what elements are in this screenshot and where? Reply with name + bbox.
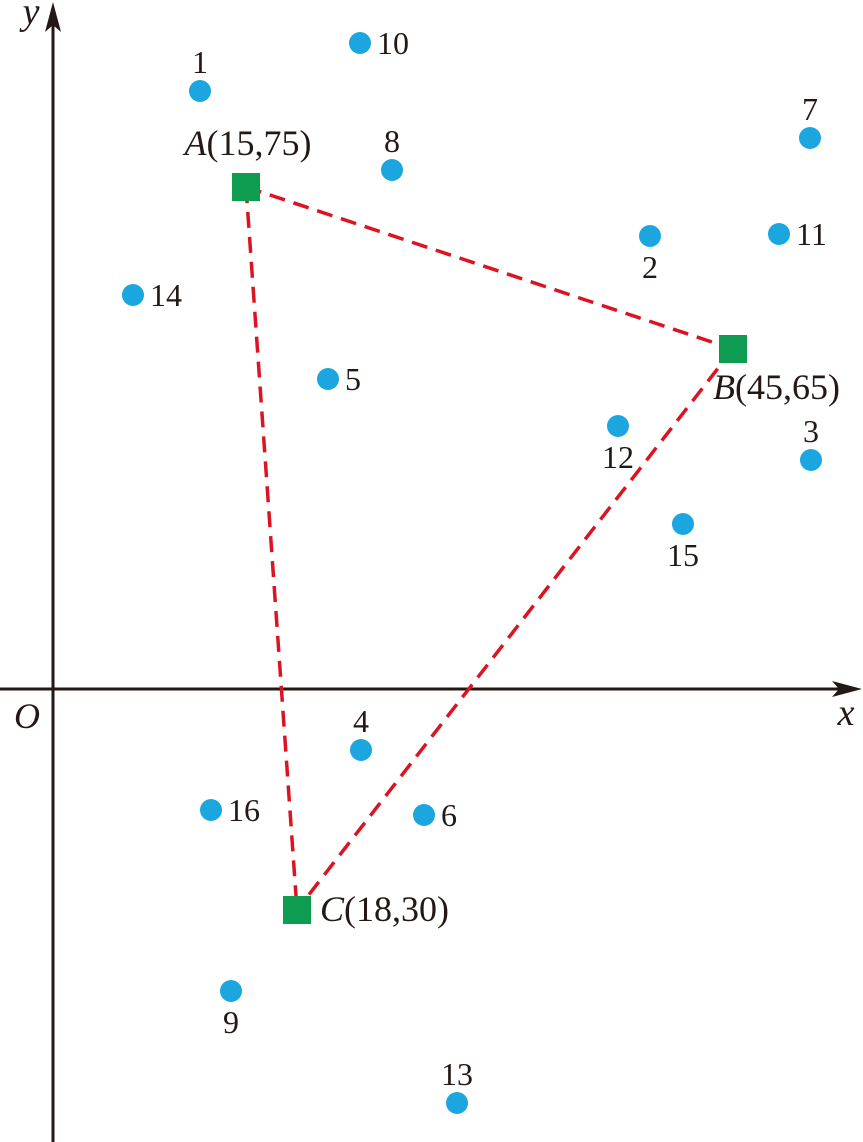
vertex-coords-A: (15,75)	[207, 123, 312, 163]
data-point-7	[799, 127, 821, 149]
data-point-label-13: 13	[441, 1056, 473, 1092]
data-point-9	[220, 980, 242, 1002]
y-axis-arrowhead-icon	[45, 2, 61, 32]
y-axis-label: y	[19, 0, 40, 33]
data-point-label-3: 3	[803, 413, 819, 449]
data-point-8	[381, 159, 403, 181]
data-point-label-9: 9	[223, 1004, 239, 1040]
origin-label: O	[14, 696, 40, 736]
data-point-label-10: 10	[377, 25, 409, 61]
data-point-14	[122, 284, 144, 306]
data-point-6	[413, 804, 435, 826]
data-point-10	[349, 32, 371, 54]
data-point-label-8: 8	[384, 123, 400, 159]
data-point-4	[350, 739, 372, 761]
vertex-coords-C: (18,30)	[344, 889, 449, 929]
data-point-label-6: 6	[441, 797, 457, 833]
vertex-label-B: B(45,65)	[713, 367, 840, 407]
data-point-12	[607, 415, 629, 437]
data-point-13	[446, 1092, 468, 1114]
vertex-A	[232, 173, 260, 201]
data-point-label-14: 14	[150, 277, 182, 313]
data-point-16	[200, 799, 222, 821]
data-point-label-5: 5	[345, 361, 361, 397]
data-point-label-1: 1	[192, 44, 208, 80]
data-point-label-15: 15	[667, 537, 699, 573]
vertex-letter-B: B	[713, 367, 735, 407]
data-point-label-11: 11	[796, 216, 827, 252]
data-point-1	[189, 80, 211, 102]
vertex-label-C: C(18,30)	[320, 889, 449, 929]
vertex-label-A: A(15,75)	[183, 123, 312, 163]
vertex-B	[719, 335, 747, 363]
data-point-15	[672, 513, 694, 535]
data-point-3	[800, 449, 822, 471]
x-axis-arrowhead-icon	[832, 681, 862, 697]
data-point-label-4: 4	[353, 703, 369, 739]
vertex-letter-A: A	[183, 123, 208, 163]
x-axis-label: x	[837, 692, 855, 734]
data-point-label-2: 2	[642, 249, 658, 285]
vertex-coords-B: (45,65)	[735, 367, 840, 407]
triangle-edge-AC	[244, 186, 299, 911]
vertex-letter-C: C	[320, 889, 345, 929]
data-point-label-7: 7	[802, 91, 818, 127]
vertex-C	[283, 896, 311, 924]
data-point-label-12: 12	[602, 439, 634, 475]
data-point-2	[639, 225, 661, 247]
triangle-edge-AB	[245, 185, 734, 351]
data-point-label-16: 16	[228, 792, 260, 828]
data-point-5	[317, 368, 339, 390]
triangle-edge-BC	[295, 347, 735, 912]
data-point-11	[768, 223, 790, 245]
